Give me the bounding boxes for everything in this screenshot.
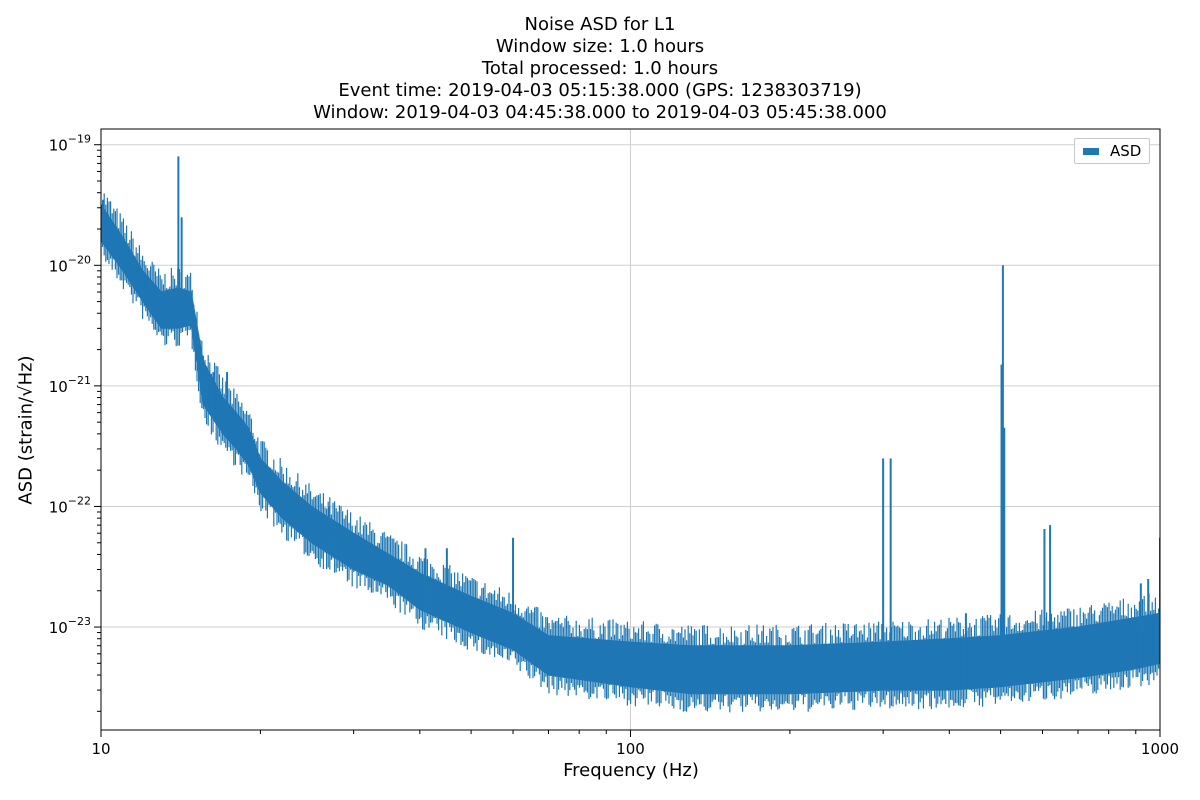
y-tick-label: 10−19 [49,133,91,155]
y-tick-label: 10−21 [49,374,91,396]
asd-series-group [101,156,1160,713]
asd-noise-texture [101,193,1160,713]
x-tick-label: 100 [616,740,645,758]
y-tick-exponent: −23 [68,615,91,628]
x-tick-label: 10 [91,740,110,758]
y-tick-exponent: −21 [68,374,91,387]
chart-title: Noise ASD for L1 Window size: 1.0 hours … [0,14,1200,124]
legend-label: ASD [1110,142,1142,160]
title-line: Window: 2019-04-03 04:45:38.000 to 2019-… [313,102,887,123]
asd-series [101,156,1160,713]
title-line: Total processed: 1.0 hours [481,58,719,79]
title-line: Noise ASD for L1 [524,14,676,35]
y-tick-exponent: −19 [68,133,91,146]
x-axis-label: Frequency (Hz) [563,760,699,781]
legend: ASD [1074,138,1150,164]
y-axis-label: ASD (strain/√Hz) [15,355,37,505]
title-line: Event time: 2019-04-03 05:15:38.000 (GPS… [338,80,862,101]
y-tick-label: 10−22 [49,494,91,516]
x-tick-label: 1000 [1141,740,1179,758]
y-tick-label: 10−20 [49,253,91,275]
y-tick-exponent: −22 [68,494,91,507]
title-line: Window size: 1.0 hours [495,36,705,57]
y-tick-exponent: −20 [68,253,91,266]
legend-swatch [1083,148,1099,155]
y-tick-label: 10−23 [49,615,91,637]
tick-marks [94,144,1161,737]
